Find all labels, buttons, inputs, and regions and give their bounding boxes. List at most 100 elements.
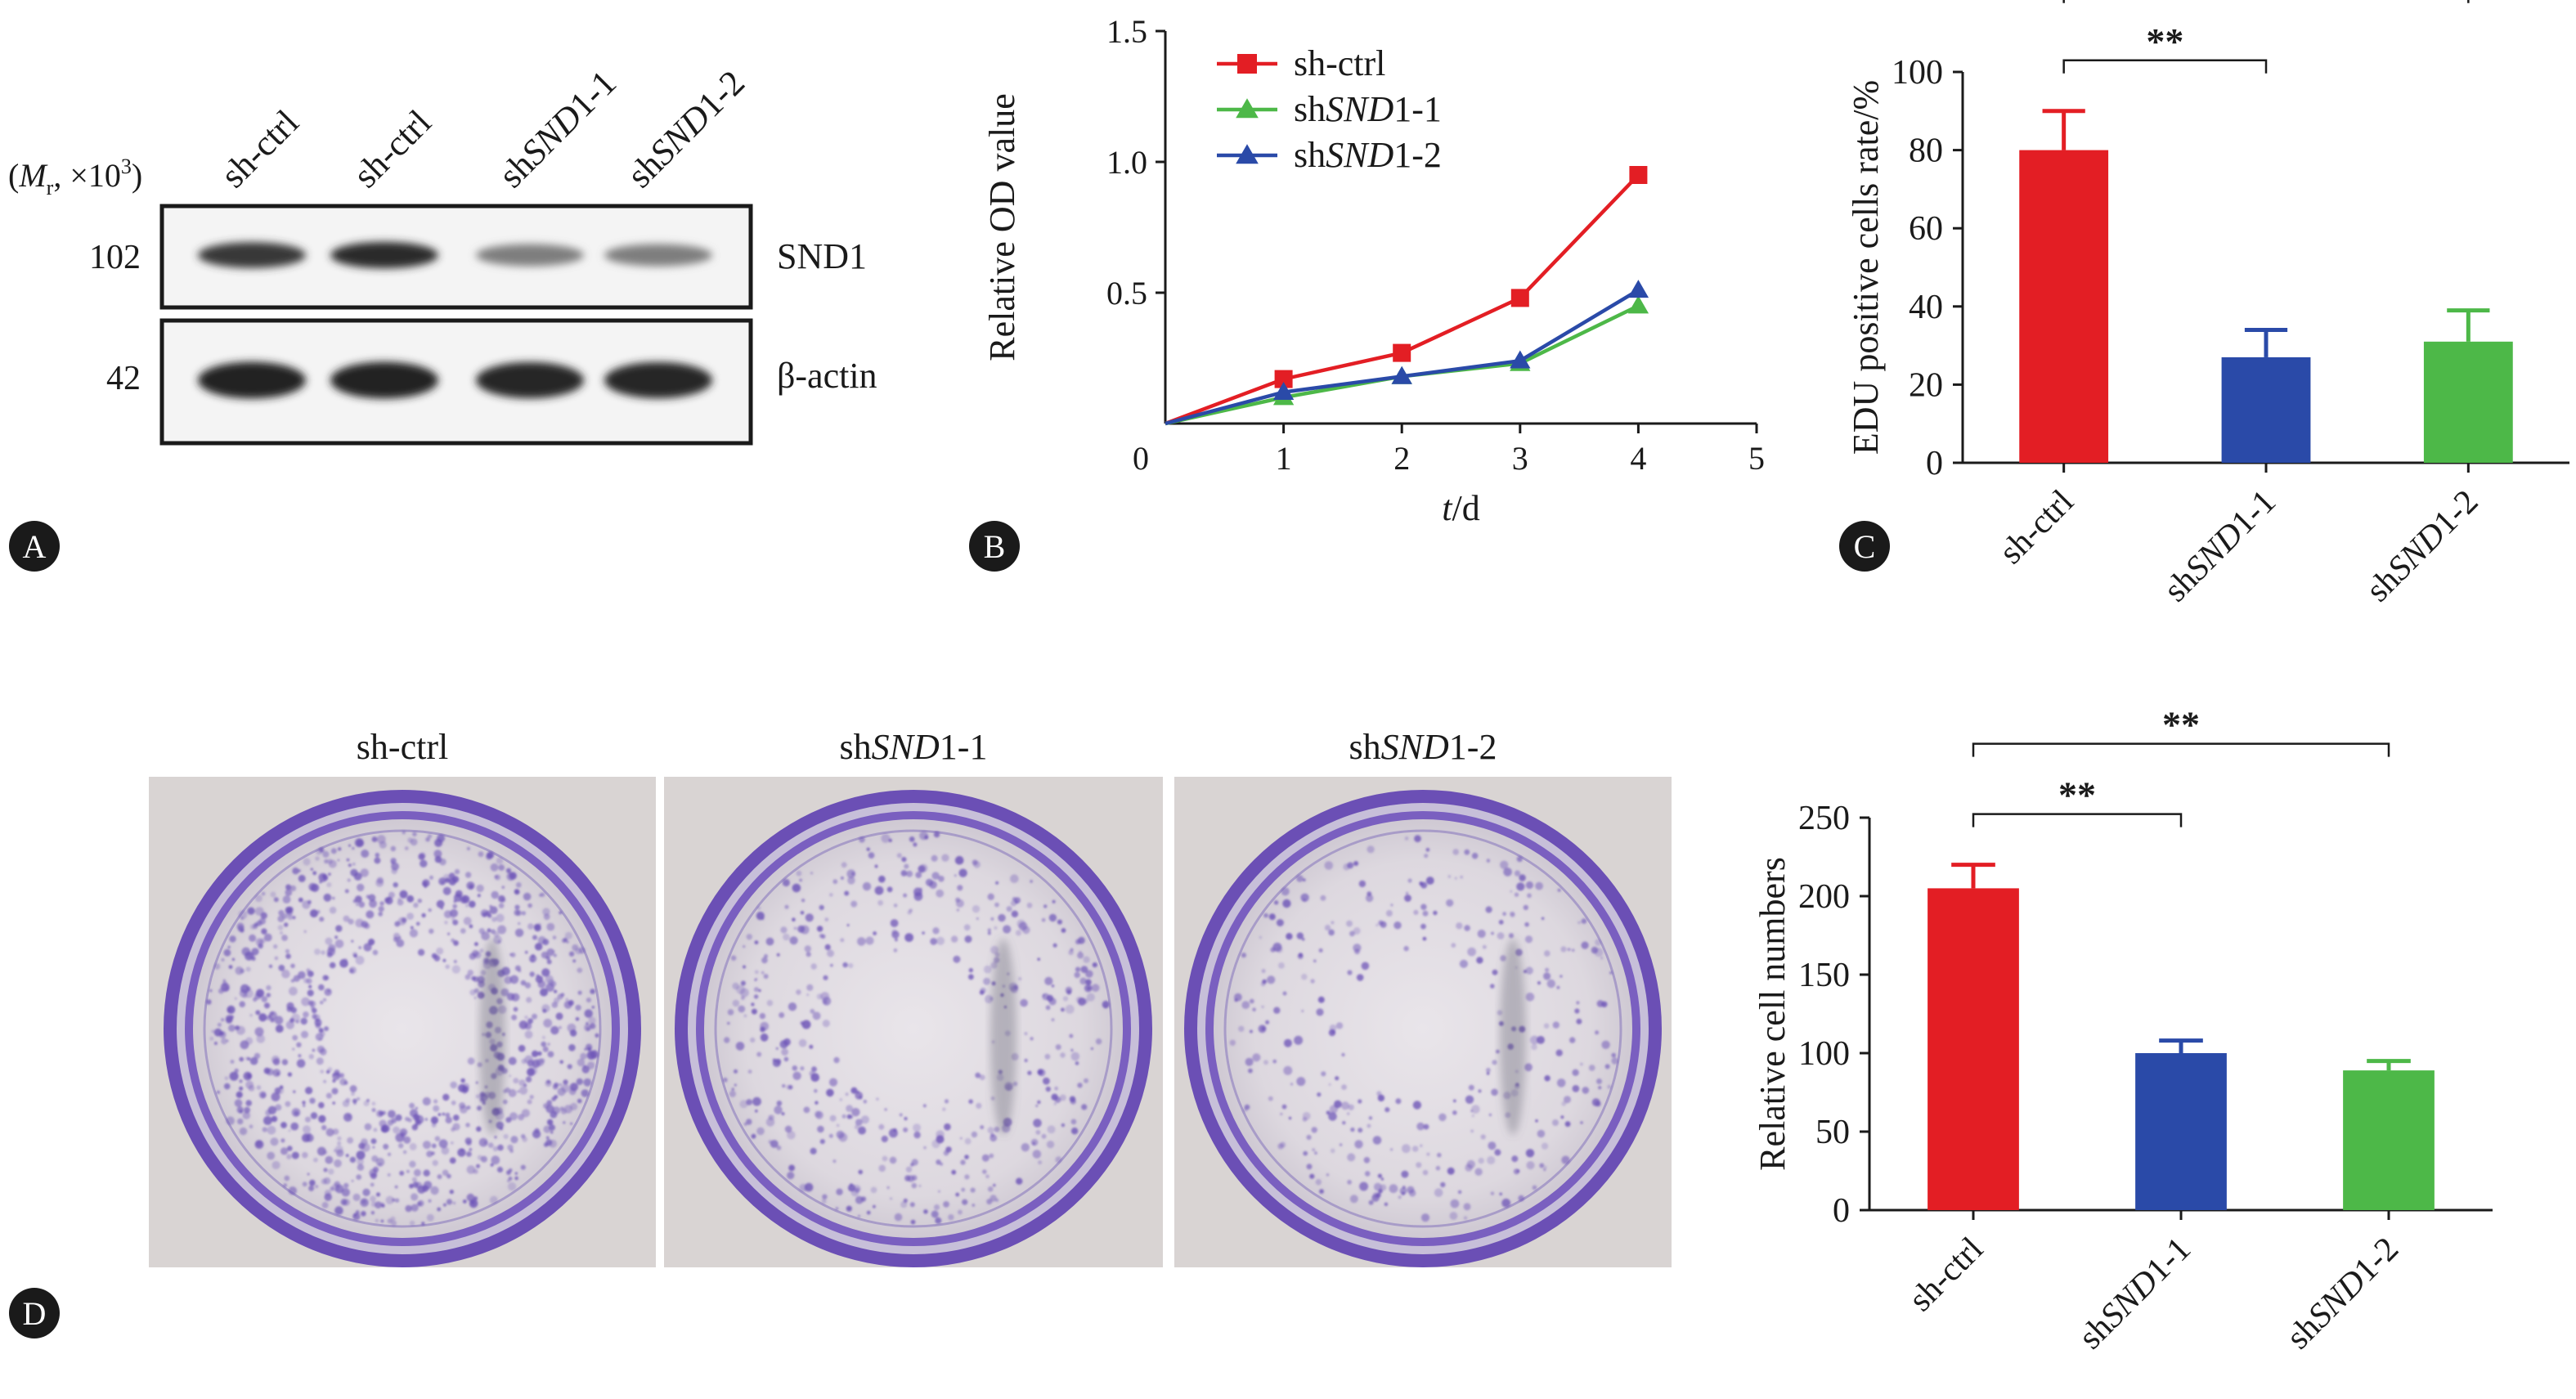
colony-dot [793, 926, 797, 930]
colony-dot [404, 846, 409, 850]
colony-dot [1384, 1107, 1390, 1113]
colony-dot [1080, 966, 1088, 973]
colony-dot [325, 937, 333, 945]
colony-dot [239, 1001, 246, 1007]
colony-dot [521, 1058, 527, 1065]
colony-dot [1402, 1186, 1406, 1190]
colony-dot [473, 996, 477, 999]
colony-dot [385, 1195, 394, 1205]
colony-dot [357, 1158, 364, 1165]
colony-dot [302, 1182, 307, 1187]
colony-dot [528, 954, 537, 963]
colony-dot [330, 848, 337, 854]
colony-dot [508, 1056, 517, 1065]
colony-dot [458, 1083, 466, 1092]
colony-dot [213, 963, 221, 970]
colony-dot [563, 1001, 572, 1009]
colony-dot [370, 1173, 377, 1180]
colony-dot [329, 906, 337, 914]
colony-dot [1544, 1165, 1547, 1169]
colony-dot [355, 955, 365, 965]
colony-dot [1281, 887, 1290, 896]
legend-label: shSND1-2 [1294, 135, 1442, 175]
colony-dot [1611, 1052, 1616, 1058]
colony-dot [968, 974, 974, 980]
colony-dot [943, 1201, 949, 1208]
colony-dot [1302, 1112, 1311, 1120]
colony-dot [1514, 892, 1519, 897]
colony-dot [323, 1177, 331, 1185]
colony-dot [873, 1204, 876, 1208]
colony-dot [326, 882, 332, 888]
colony-dot [406, 1169, 410, 1173]
colony-dot [378, 906, 384, 912]
colony-dot [466, 1151, 472, 1157]
blot-band [604, 244, 712, 267]
colony-dot [1051, 984, 1055, 988]
bar [2423, 341, 2513, 463]
colony-dot [477, 894, 481, 898]
colony-dot [962, 1199, 968, 1205]
colony-dot [1055, 1044, 1061, 1051]
y-tick-label: 100 [1892, 54, 1943, 92]
colony-dot [380, 1219, 384, 1223]
dish-label: shSND1-1 [840, 727, 988, 767]
colony-dot [491, 890, 499, 899]
colony-dot [1331, 921, 1335, 925]
colony-dot [546, 948, 554, 957]
colony-dot [405, 1204, 412, 1213]
colony-dot [324, 1026, 329, 1032]
colony-dot [537, 935, 546, 944]
colony-dot [553, 953, 557, 957]
colony-dot [363, 943, 372, 952]
colony-dot [1588, 1065, 1595, 1071]
colony-dot [1054, 1086, 1058, 1091]
colony-dot [402, 1150, 407, 1155]
bar [2135, 1053, 2227, 1210]
colony-dot [1085, 970, 1093, 978]
colony-dot [559, 1083, 563, 1087]
colony-dot [1402, 1144, 1411, 1154]
colony-dot [1312, 1148, 1316, 1152]
colony-dot [332, 1079, 336, 1083]
colony-dot [508, 1088, 517, 1097]
colony-dot [375, 852, 380, 858]
colony-dot [1408, 1189, 1416, 1197]
colony-dot [1537, 1036, 1545, 1044]
colony-dot [1283, 1038, 1292, 1047]
colony-dot [470, 1200, 475, 1204]
colony-dot [760, 1033, 769, 1042]
colony-dot [318, 1101, 325, 1109]
colony-dot [255, 1010, 261, 1016]
protein-label-actin: β-actin [777, 356, 877, 396]
colony-dot [1020, 998, 1028, 1007]
colony-dot [1524, 935, 1533, 944]
colony-dot [475, 1094, 481, 1099]
colony-dot [1358, 880, 1367, 888]
colony-dot [886, 886, 893, 893]
colony-dot [1404, 895, 1411, 902]
colony-dot [803, 1106, 810, 1114]
colony-dot [288, 1186, 297, 1195]
colony-dot [509, 1112, 518, 1121]
colony-dot [1027, 1070, 1032, 1075]
colony-dot [972, 859, 978, 866]
y-tick-label: 1.5 [1106, 13, 1147, 50]
colony-dot [1252, 1007, 1256, 1011]
colony-dot [1252, 1053, 1261, 1062]
colony-dot [559, 1060, 563, 1065]
colony-dot [1452, 1110, 1457, 1115]
colony-dot [451, 1100, 456, 1105]
colony-dot [575, 1004, 581, 1011]
colony-dot [584, 1047, 587, 1051]
colony-dot [272, 1160, 280, 1170]
colony-dot [371, 1108, 376, 1113]
colony-dot [810, 1073, 819, 1082]
colony-dot [765, 937, 774, 946]
colony-dot [518, 1079, 526, 1087]
colony-dot [550, 980, 557, 987]
colony-dot [1016, 1177, 1023, 1185]
colony-dot [523, 892, 532, 901]
colony-dot [1437, 1152, 1442, 1158]
colony-dot [320, 1031, 325, 1037]
